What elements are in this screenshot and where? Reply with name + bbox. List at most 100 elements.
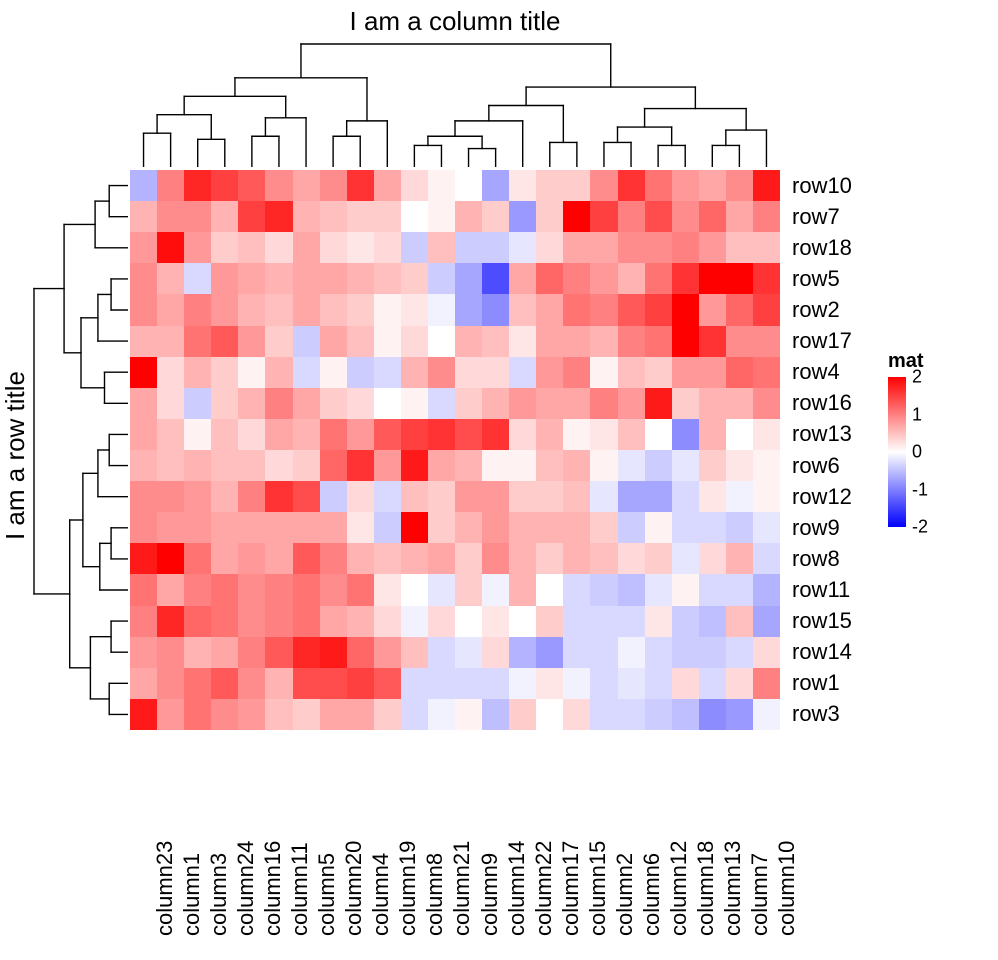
heatmap-cell xyxy=(699,294,726,325)
heatmap-cell xyxy=(536,388,563,419)
heatmap-cell xyxy=(401,170,428,201)
heatmap-cell xyxy=(753,543,780,574)
heatmap-cell xyxy=(536,574,563,605)
row-label: row8 xyxy=(788,543,888,574)
heatmap-cell xyxy=(536,606,563,637)
heatmap-cell xyxy=(238,450,265,481)
heatmap-cell xyxy=(157,170,184,201)
heatmap-cell xyxy=(590,512,617,543)
heatmap-cell xyxy=(672,668,699,699)
heatmap-cell xyxy=(130,263,157,294)
heatmap-cell xyxy=(699,668,726,699)
heatmap-cell xyxy=(536,699,563,730)
heatmap-cell xyxy=(672,543,699,574)
heatmap-cell xyxy=(455,326,482,357)
heatmap-cell xyxy=(536,201,563,232)
heatmap-cell xyxy=(699,170,726,201)
heatmap-cell xyxy=(509,574,536,605)
heatmap-cell xyxy=(374,357,401,388)
heatmap-cell xyxy=(590,263,617,294)
heatmap-cell xyxy=(726,388,753,419)
heatmap-cell xyxy=(320,512,347,543)
heatmap-cell xyxy=(509,512,536,543)
heatmap-cell xyxy=(482,326,509,357)
row-label: row13 xyxy=(788,419,888,450)
heatmap-cell xyxy=(347,574,374,605)
heatmap-cell xyxy=(238,574,265,605)
heatmap-cell xyxy=(347,419,374,450)
heatmap-cell xyxy=(699,606,726,637)
heatmap-cell xyxy=(753,263,780,294)
heatmap-cell xyxy=(455,357,482,388)
heatmap-cell xyxy=(265,668,292,699)
heatmap-cell xyxy=(672,450,699,481)
heatmap-cell xyxy=(265,357,292,388)
heatmap-cell xyxy=(509,699,536,730)
heatmap-cell xyxy=(618,263,645,294)
heatmap-cell xyxy=(645,450,672,481)
heatmap-cell xyxy=(428,606,455,637)
heatmap-cell xyxy=(509,294,536,325)
heatmap-cell xyxy=(482,388,509,419)
heatmap-cell xyxy=(509,481,536,512)
heatmap-cell xyxy=(618,388,645,419)
heatmap-cell xyxy=(645,699,672,730)
heatmap-cell xyxy=(672,357,699,388)
heatmap-cell xyxy=(157,450,184,481)
column-label: column13 xyxy=(699,736,726,936)
heatmap-cell xyxy=(563,263,590,294)
heatmap-cell xyxy=(293,668,320,699)
heatmap-cell xyxy=(184,388,211,419)
heatmap-cell xyxy=(401,512,428,543)
heatmap-cell xyxy=(320,419,347,450)
heatmap-cell xyxy=(726,606,753,637)
heatmap-cell xyxy=(563,512,590,543)
heatmap-cell xyxy=(320,668,347,699)
heatmap-cell xyxy=(509,357,536,388)
heatmap-cell xyxy=(157,606,184,637)
heatmap-cell xyxy=(184,170,211,201)
heatmap-cell xyxy=(726,543,753,574)
heatmap-cell xyxy=(184,357,211,388)
heatmap-cell xyxy=(590,294,617,325)
column-label: column12 xyxy=(645,736,672,936)
heatmap-cell xyxy=(265,326,292,357)
heatmap-cell xyxy=(618,637,645,668)
heatmap-cell xyxy=(347,388,374,419)
heatmap-cell xyxy=(455,450,482,481)
heatmap-cell xyxy=(482,170,509,201)
heatmap-cell xyxy=(618,699,645,730)
heatmap-cell xyxy=(238,419,265,450)
heatmap-cell xyxy=(536,481,563,512)
heatmap-cell xyxy=(428,294,455,325)
heatmap-cell xyxy=(374,170,401,201)
heatmap-cell xyxy=(265,232,292,263)
heatmap-cell xyxy=(401,543,428,574)
column-label: column23 xyxy=(130,736,157,936)
heatmap-cell xyxy=(293,326,320,357)
heatmap-cell xyxy=(482,481,509,512)
heatmap-cell xyxy=(157,263,184,294)
heatmap-cell xyxy=(753,170,780,201)
heatmap-cell xyxy=(672,606,699,637)
heatmap-cell xyxy=(672,574,699,605)
heatmap-cell xyxy=(753,606,780,637)
heatmap-cell xyxy=(509,450,536,481)
heatmap-cell xyxy=(428,512,455,543)
heatmap-cell xyxy=(482,357,509,388)
heatmap-cell xyxy=(590,419,617,450)
heatmap-cell xyxy=(130,481,157,512)
heatmap-cell xyxy=(618,294,645,325)
heatmap-cell xyxy=(130,574,157,605)
column-dendrogram xyxy=(130,42,780,167)
heatmap-cell xyxy=(184,668,211,699)
heatmap-cell xyxy=(293,450,320,481)
heatmap-cell xyxy=(482,699,509,730)
heatmap-cell xyxy=(265,388,292,419)
heatmap-cell xyxy=(401,388,428,419)
heatmap-cell xyxy=(590,699,617,730)
heatmap-cell xyxy=(347,637,374,668)
heatmap-grid xyxy=(130,170,780,730)
heatmap-cell xyxy=(184,232,211,263)
heatmap-cell xyxy=(645,388,672,419)
